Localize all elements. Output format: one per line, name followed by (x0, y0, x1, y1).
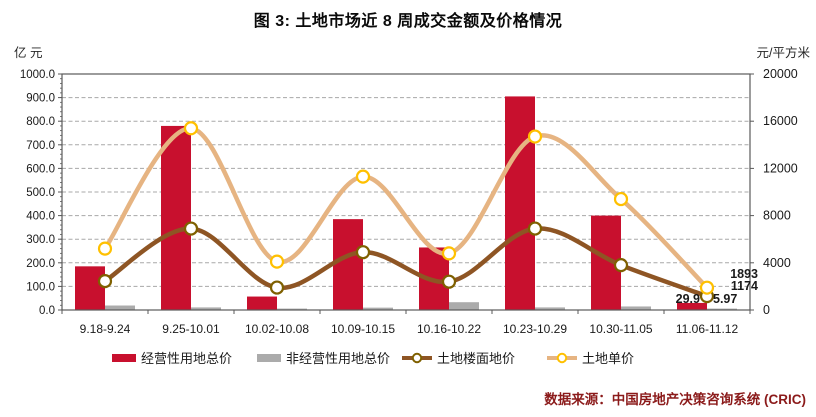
marker-土地楼面地价 (527, 221, 543, 236)
bar-非经营性用地总价 (363, 307, 393, 310)
bar-经营性用地总价 (75, 266, 105, 310)
left-axis-tick-label: 400.0 (26, 211, 55, 223)
annotation-value: 1174 (731, 279, 758, 293)
bar-非经营性用地总价 (105, 305, 135, 310)
legend-bar-swatch (257, 353, 281, 362)
legend-line-swatch (402, 352, 432, 363)
bar-经营性用地总价 (247, 296, 277, 310)
data-source: 数据来源：中国房地产决策咨询系统 (CRIC) (544, 392, 806, 407)
legend-label: 经营性用地总价 (141, 351, 233, 366)
x-axis-category-label: 10.02-10.08 (245, 322, 309, 336)
x-axis-category-label: 9.25-10.01 (162, 322, 220, 336)
chart-title: 图 3: 土地市场近 8 周成交金额及价格情况 (253, 13, 563, 30)
left-axis-tick-label: 300.0 (26, 234, 55, 246)
annotation-value: 5.97 (713, 292, 737, 306)
left-axis-tick-label: 200.0 (26, 258, 55, 270)
left-axis-tick-label: 500.0 (26, 187, 55, 199)
left-axis-tick-label: 700.0 (26, 140, 55, 152)
x-axis-category-label: 10.23-10.29 (503, 322, 567, 336)
bar-经营性用地总价 (677, 302, 707, 310)
bar-非经营性用地总价 (277, 308, 307, 310)
x-axis-category-label: 10.16-10.22 (417, 322, 481, 336)
x-axis-category-label: 10.30-11.05 (589, 322, 652, 336)
marker-土地楼面地价 (613, 258, 629, 273)
line-土地单价 (102, 126, 710, 290)
marker-土地单价 (613, 191, 629, 207)
legend: 经营性用地总价 非经营性用地总价 土地楼面地价 土地单价 (112, 348, 692, 367)
legend-item-2: 非经营性用地总价 (257, 348, 402, 367)
legend-label: 土地楼面地价 (437, 351, 516, 366)
marker-土地楼面地价 (355, 245, 371, 260)
right-axis-unit-label: 元/平方米 (756, 46, 810, 60)
annotation-value: 1893 (730, 267, 758, 281)
marker-土地单价 (699, 280, 715, 295)
left-axis-tick-label: 800.0 (26, 116, 55, 128)
bar-经营性用地总价 (505, 96, 535, 310)
bar-非经营性用地总价 (449, 302, 479, 310)
marker-土地单价 (97, 241, 113, 256)
right-axis-tick-label: 12000 (763, 161, 798, 175)
x-axis-category-label: 10.09-10.15 (331, 322, 395, 336)
right-axis-tick-label: 4000 (763, 256, 791, 270)
left-axis-tick-label: 0.0 (39, 305, 55, 317)
x-axis-category-label: 11.06-11.12 (676, 322, 739, 336)
bar-非经营性用地总价 (191, 307, 221, 310)
legend-label: 土地单价 (582, 351, 635, 366)
left-axis-tick-label: 600.0 (26, 163, 55, 175)
marker-土地楼面地价 (269, 280, 285, 295)
bar-非经营性用地总价 (535, 307, 565, 310)
marker-土地楼面地价 (441, 274, 457, 289)
marker-土地单价 (527, 129, 543, 144)
left-axis-tick-label: 1000.0 (20, 69, 55, 81)
marker-土地楼面地价 (183, 221, 199, 236)
legend-label: 非经营性用地总价 (286, 351, 391, 366)
marker-土地单价 (441, 246, 457, 261)
right-axis-tick-label: 20000 (763, 67, 798, 81)
bar-经营性用地总价 (161, 125, 191, 310)
legend-line-swatch (547, 352, 577, 363)
marker-土地楼面地价 (97, 273, 113, 289)
bar-非经营性用地总价 (707, 308, 737, 310)
legend-bar-swatch (112, 353, 136, 362)
marker-土地单价 (269, 254, 285, 269)
annotation-value: 29.9 (676, 292, 700, 306)
left-axis-unit-label: 亿 元 (14, 46, 43, 60)
x-axis-category-label: 9.18-9.24 (80, 322, 131, 336)
right-axis-tick-label: 0 (763, 303, 770, 317)
bar-经营性用地总价 (333, 219, 363, 310)
legend-item-3: 土地楼面地价 (402, 348, 547, 367)
bar-非经营性用地总价 (621, 306, 651, 310)
legend-item-4: 土地单价 (547, 348, 692, 367)
left-axis-tick-label: 900.0 (26, 93, 55, 105)
marker-土地单价 (183, 121, 199, 136)
chart-plot: 0.0 100.0 200.0 300.0 400.0 500.0 600.0 700.0 80… (20, 67, 798, 336)
right-axis-tick-label: 8000 (763, 209, 791, 223)
right-axis-tick-label: 16000 (763, 114, 798, 128)
left-axis-tick-label: 100.0 (26, 281, 55, 293)
marker-土地单价 (355, 169, 371, 184)
legend-item-1: 经营性用地总价 (112, 348, 257, 367)
